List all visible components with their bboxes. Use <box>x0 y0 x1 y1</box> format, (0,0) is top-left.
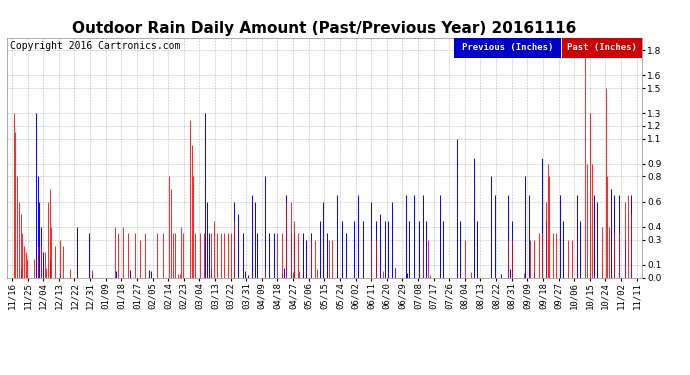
Text: Past (Inches): Past (Inches) <box>567 44 637 52</box>
Text: Previous (Inches): Previous (Inches) <box>462 44 553 52</box>
Title: Outdoor Rain Daily Amount (Past/Previous Year) 20161116: Outdoor Rain Daily Amount (Past/Previous… <box>72 21 576 36</box>
Text: Copyright 2016 Cartronics.com: Copyright 2016 Cartronics.com <box>10 41 181 51</box>
